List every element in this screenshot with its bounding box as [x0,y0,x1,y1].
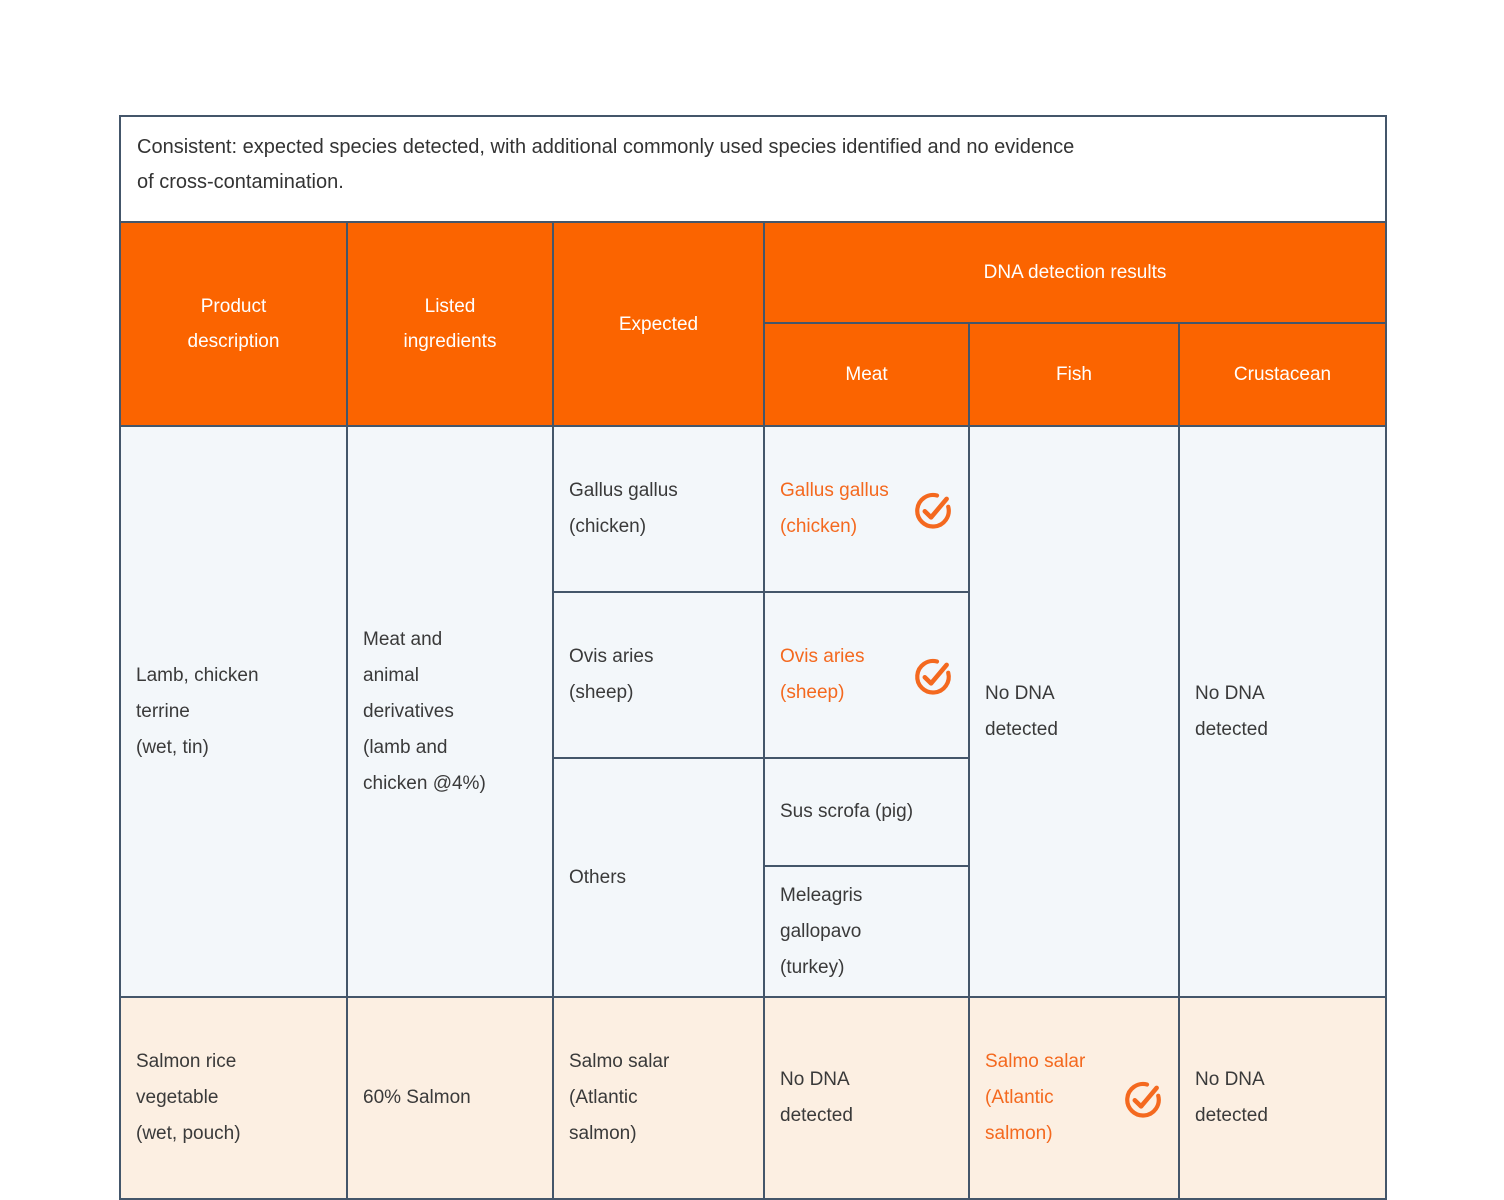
header-row-groups: Product description Listed ingredients E… [119,221,1388,427]
table-row-lamb-chicken-3: Others Sus scrofa (pig) [120,757,1386,998]
cell-ingredients-lamb-chicken: Meat and animal derivatives (lamb and ch… [346,425,554,998]
col-header-crustacean: Crustacean [1177,322,1388,427]
check-circle-icon [1125,1081,1161,1118]
dna-results-table: Product description Listed ingredients E… [119,221,1388,1200]
detected-species-label: Salmo salar (Atlantic salmon) [985,1051,1086,1144]
header-row-subcolumns: Meat Fish Crustacean [120,322,1388,427]
cell-meat-meleagris-gallopavo: Meleagris gallopavo (turkey) [763,865,970,998]
col-header-dna-detection-results: DNA detection results [762,221,1388,324]
table-row-salmon-rice: Salmon rice vegetable (wet, pouch) 60% S… [119,996,1388,1200]
cell-meat-ovis-aries-detected: Ovis aries (sheep) [763,591,970,759]
cell-expected-gallus-gallus: Gallus gallus (chicken) [552,425,765,593]
table-caption: Consistent: expected species detected, w… [119,115,1387,221]
col-header-listed-ingredients: Listed ingredients [346,221,554,427]
cell-crustacean-no-dna-row1: No DNA detected [1177,425,1388,998]
detected-species-label: Ovis aries (sheep) [780,646,865,703]
table-row-lamb-chicken-1: Lamb, chicken terrine (wet, tin) Meat an… [119,425,1388,998]
cell-meat-sus-scrofa: Sus scrofa (pig) [763,757,970,867]
check-circle-icon [915,658,951,695]
col-header-fish: Fish [968,322,1180,427]
cell-expected-others: Others [552,757,765,998]
cell-fish-salmo-salar-detected: Salmo salar (Atlantic salmon) [968,996,1180,1200]
cell-meat-no-dna-row2: No DNA detected [763,996,970,1200]
cell-product-lamb-chicken: Lamb, chicken terrine (wet, tin) [119,425,348,998]
cell-expected-salmo-salar: Salmo salar (Atlantic salmon) [552,996,765,1200]
cell-expected-ovis-aries: Ovis aries (sheep) [552,591,765,759]
table-row-lamb-chicken-4: Meleagris gallopavo (turkey) [120,865,1386,998]
detected-species-label: Gallus gallus (chicken) [780,480,889,537]
results-figure: Consistent: expected species detected, w… [119,115,1388,1200]
cell-meat-gallus-gallus-detected: Gallus gallus (chicken) [763,425,970,593]
cell-crustacean-no-dna-row2: No DNA detected [1177,996,1388,1200]
cell-product-salmon-rice: Salmon rice vegetable (wet, pouch) [119,996,348,1200]
table-row-lamb-chicken-2: Ovis aries (sheep) Ovis aries (sheep) [120,591,1386,759]
cell-fish-no-dna-row1: No DNA detected [968,425,1180,998]
cell-ingredients-salmon: 60% Salmon [346,996,554,1200]
col-header-expected: Expected [552,221,765,427]
check-circle-icon [915,492,951,529]
col-header-product-description: Product description [119,221,348,427]
col-header-meat: Meat [763,322,970,427]
